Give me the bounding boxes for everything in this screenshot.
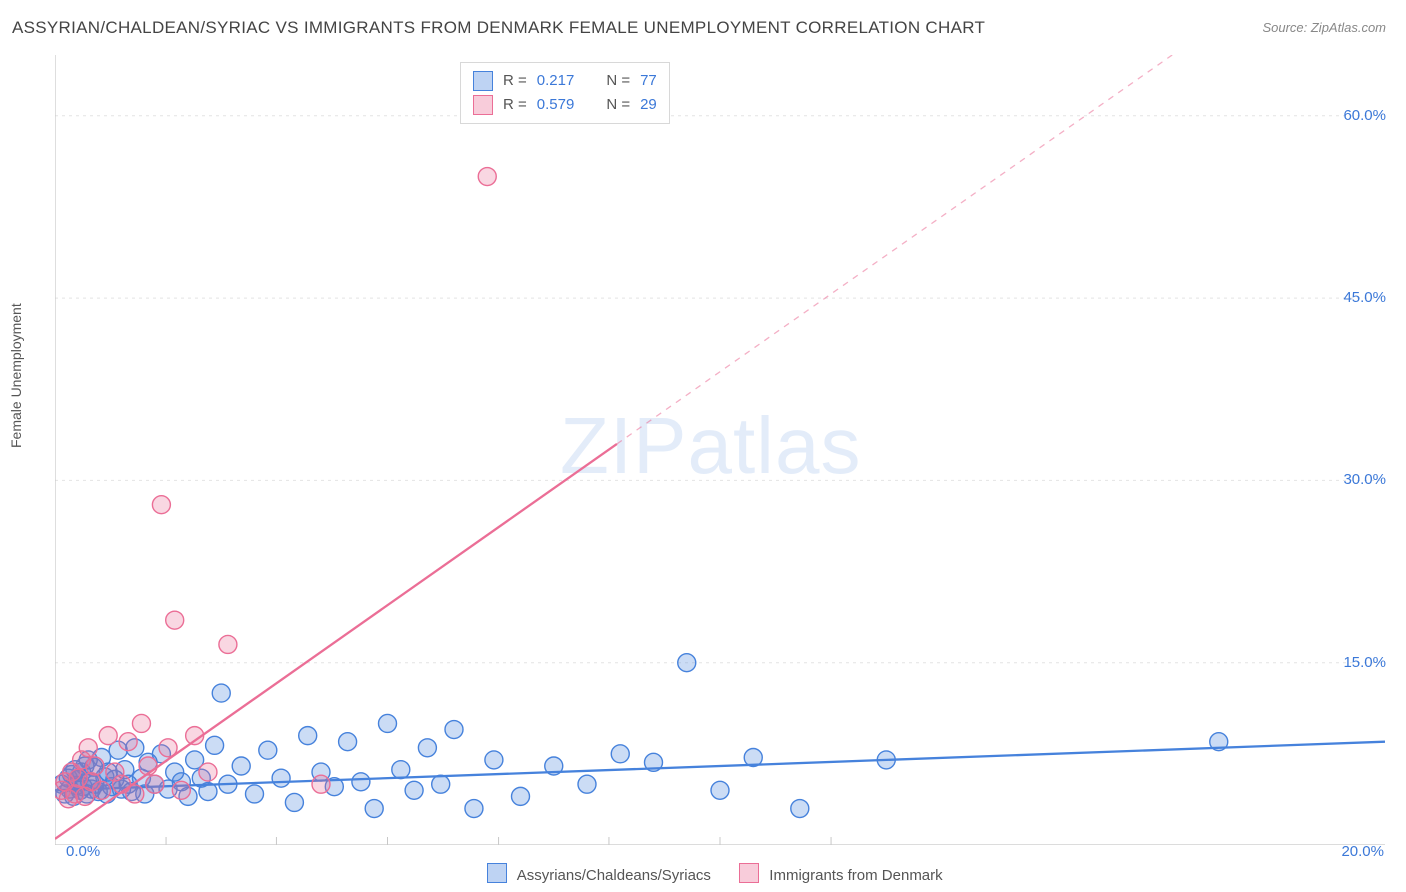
y-tick: 60.0% [1343,107,1386,124]
legend-row-blue: R = 0.217 N = 77 [473,69,657,93]
r-label: R = [503,93,527,117]
y-tick: 30.0% [1343,471,1386,488]
y-axis-label: Female Unemployment [8,303,24,448]
swatch-blue-icon [473,71,493,91]
swatch-pink-icon [739,863,759,883]
correlation-legend: R = 0.217 N = 77 R = 0.579 N = 29 [460,62,670,124]
r-label: R = [503,69,527,93]
series2-label: Immigrants from Denmark [769,867,942,884]
y-tick: 15.0% [1343,654,1386,671]
swatch-blue-icon [487,863,507,883]
swatch-pink-icon [473,95,493,115]
n-value-blue: 77 [640,69,657,93]
x-tick-max: 20.0% [1341,843,1384,860]
n-value-pink: 29 [640,93,657,117]
r-value-blue: 0.217 [537,69,575,93]
source-attribution: Source: ZipAtlas.com [1262,20,1386,35]
y-tick: 45.0% [1343,289,1386,306]
series-legend: Assyrians/Chaldeans/Syriacs Immigrants f… [0,863,1406,884]
series1-label: Assyrians/Chaldeans/Syriacs [517,867,711,884]
scatter-chart [55,55,1385,845]
n-label: N = [606,69,630,93]
chart-title: ASSYRIAN/CHALDEAN/SYRIAC VS IMMIGRANTS F… [12,18,985,38]
x-tick-min: 0.0% [66,843,100,860]
legend-row-pink: R = 0.579 N = 29 [473,93,657,117]
n-label: N = [606,93,630,117]
r-value-pink: 0.579 [537,93,575,117]
